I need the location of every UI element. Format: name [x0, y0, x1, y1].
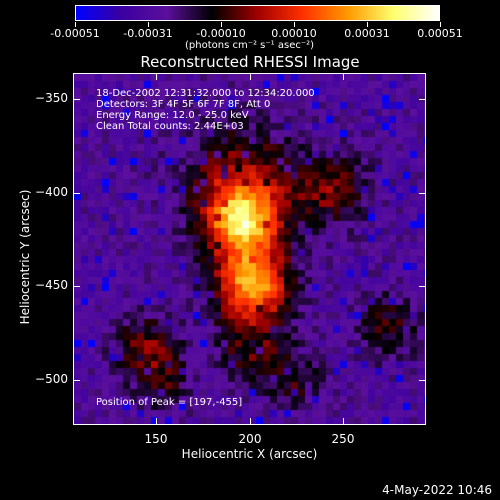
- y-tick: [74, 193, 80, 194]
- y-tick: [74, 99, 80, 100]
- y-tick: [74, 380, 80, 381]
- colorbar-tick-label: 0.00010: [271, 27, 317, 40]
- detectors-text: Detectors: 3F 4F 5F 6F 7F 8F, Att 0: [96, 99, 271, 110]
- colorbar-tick: [440, 22, 441, 27]
- y-axis-label: Heliocentric Y (arcsec): [18, 189, 32, 325]
- x-tick: [156, 418, 157, 424]
- y-tick: [419, 99, 425, 100]
- x-axis-label: Heliocentric X (arcsec): [181, 447, 318, 461]
- colorbar-tick-label: -0.00051: [50, 27, 100, 40]
- colorbar: [75, 5, 440, 21]
- y-tick: [419, 193, 425, 194]
- colorbar-tick: [367, 22, 368, 27]
- x-tick: [343, 418, 344, 424]
- x-tick: [250, 74, 251, 80]
- x-tick: [343, 74, 344, 80]
- image-plot: 18-Dec-2002 12:31:32.000 to 12:34:20.000…: [73, 73, 426, 425]
- peak-position-text: Position of Peak = [197,-455]: [96, 397, 243, 408]
- heatmap-image: [74, 74, 425, 424]
- colorbar-tick-label: 0.00051: [417, 27, 463, 40]
- colorbar-tick-label: -0.00010: [196, 27, 246, 40]
- image-title: Reconstructed RHESSI Image: [140, 53, 360, 71]
- y-tick: [419, 380, 425, 381]
- colorbar-tick: [75, 22, 76, 27]
- y-tick-label: −400: [35, 185, 68, 199]
- x-tick-label: 200: [238, 432, 262, 446]
- datestamp: 4-May-2022 10:46: [382, 483, 492, 497]
- y-tick-label: −450: [35, 278, 68, 292]
- colorbar-tick-label: -0.00031: [123, 27, 173, 40]
- y-tick-label: −500: [35, 372, 68, 386]
- colorbar-tick: [148, 22, 149, 27]
- time-range-text: 18-Dec-2002 12:31:32.000 to 12:34:20.000: [96, 88, 315, 99]
- energy-range-text: Energy Range: 12.0 - 25.0 keV: [96, 110, 249, 121]
- colorbar-units: (photons cm⁻² s⁻¹ asec⁻²): [185, 40, 315, 51]
- y-tick: [74, 286, 80, 287]
- x-tick-label: 150: [144, 432, 168, 446]
- colorbar-tick: [221, 22, 222, 27]
- clean-counts-text: Clean Total counts: 2.44E+03: [96, 121, 244, 132]
- colorbar-tick-label: 0.00031: [344, 27, 390, 40]
- colorbar-tick: [294, 22, 295, 27]
- y-tick-label: −350: [35, 91, 68, 105]
- y-tick: [419, 286, 425, 287]
- x-tick: [250, 418, 251, 424]
- x-tick: [156, 74, 157, 80]
- x-tick-label: 250: [331, 432, 355, 446]
